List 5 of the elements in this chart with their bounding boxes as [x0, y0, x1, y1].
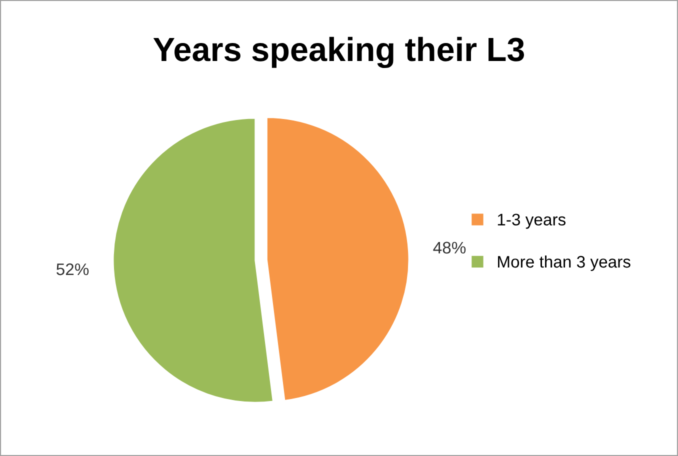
legend-label: 1-3 years [498, 214, 566, 229]
data-label: 48% [433, 242, 466, 254]
legend-label: More than 3 years [498, 255, 630, 272]
chart-title: Years speaking their L3 [153, 36, 524, 68]
data-label: 52% [56, 263, 89, 276]
